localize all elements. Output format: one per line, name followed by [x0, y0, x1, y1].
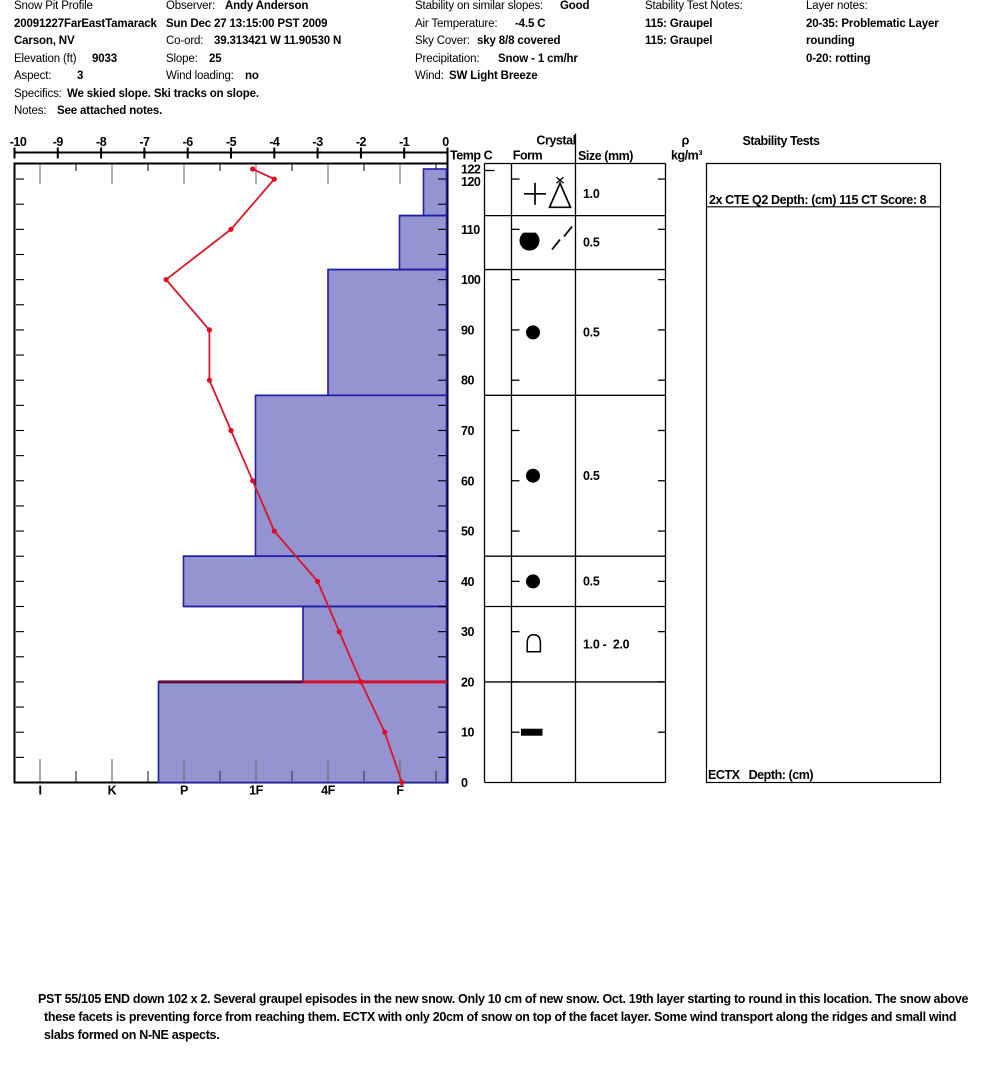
svg-text:F: F [396, 784, 404, 798]
svg-text:1F: 1F [249, 784, 264, 798]
svg-text:110: 110 [461, 223, 480, 237]
svg-text:K: K [108, 784, 117, 798]
svg-text:-9: -9 [53, 135, 64, 149]
svg-text:1.0: 1.0 [583, 187, 600, 201]
svg-text:-2: -2 [356, 135, 367, 149]
svg-text:70: 70 [461, 424, 474, 438]
svg-text:30: 30 [461, 625, 474, 639]
svg-text:122: 122 [461, 163, 481, 177]
svg-text:Stability Tests: Stability Tests [742, 134, 820, 148]
svg-text:120: 120 [461, 175, 481, 189]
svg-text:I: I [38, 784, 41, 798]
svg-text:0.5: 0.5 [583, 469, 600, 483]
svg-text:4F: 4F [321, 784, 336, 798]
svg-text:60: 60 [461, 474, 474, 488]
svg-text:40: 40 [461, 575, 474, 589]
svg-text:kg/m³: kg/m³ [671, 149, 702, 163]
svg-text:-10: -10 [10, 135, 27, 149]
svg-text:-5: -5 [226, 135, 237, 149]
svg-text:Size (mm): Size (mm) [578, 149, 633, 163]
svg-text:0: 0 [461, 776, 468, 790]
svg-text:0.5: 0.5 [583, 236, 600, 250]
svg-text:-6: -6 [183, 135, 194, 149]
svg-text:Form: Form [513, 149, 543, 163]
svg-text:80: 80 [461, 374, 474, 388]
svg-text:90: 90 [461, 323, 474, 337]
svg-text:Crystal: Crystal [536, 134, 575, 148]
svg-text:-3: -3 [313, 135, 324, 149]
svg-text:100: 100 [461, 273, 481, 287]
svg-text:P: P [180, 784, 188, 798]
svg-text:0.5: 0.5 [583, 326, 600, 340]
svg-text:-4: -4 [269, 135, 280, 149]
svg-text:-1: -1 [399, 135, 410, 149]
svg-text:-7: -7 [139, 135, 150, 149]
svg-text:Temp C: Temp C [450, 149, 493, 163]
svg-text:0: 0 [442, 135, 449, 149]
svg-text:ρ: ρ [682, 134, 690, 148]
svg-text:50: 50 [461, 525, 474, 539]
svg-text:-8: -8 [96, 135, 107, 149]
svg-text:ECTX Depth: (cm): ECTX Depth: (cm) [708, 768, 813, 782]
svg-text:10: 10 [461, 726, 474, 740]
svg-text:0.5: 0.5 [583, 575, 600, 589]
svg-text:20: 20 [461, 675, 474, 689]
svg-text:2x CTE Q2 Depth: (cm) 115 CT S: 2x CTE Q2 Depth: (cm) 115 CT Score: 8 [709, 193, 927, 207]
svg-text:1.0 - 2.0: 1.0 - 2.0 [583, 637, 630, 651]
